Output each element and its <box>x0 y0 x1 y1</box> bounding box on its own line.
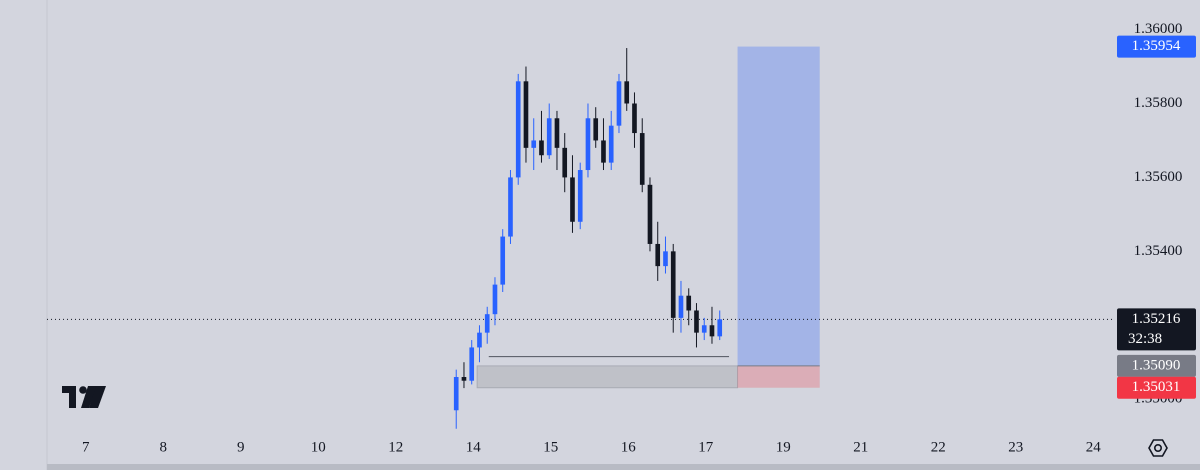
y-tick-label: 1.35800 <box>1134 95 1183 111</box>
candle-body <box>477 332 482 348</box>
candle-body <box>709 325 715 337</box>
candle-body <box>554 118 560 148</box>
candle-body <box>717 319 723 337</box>
candle-body <box>546 118 552 156</box>
countdown: 32:38 <box>1128 331 1162 347</box>
candle-body <box>663 251 668 267</box>
x-tick-label: 10 <box>311 439 326 455</box>
price-label: 1.35090 <box>1132 357 1181 373</box>
candle-body <box>585 118 591 171</box>
candle-body <box>539 140 544 156</box>
x-tick-label: 14 <box>466 439 482 455</box>
candle-body <box>515 81 521 178</box>
candle-body <box>593 118 599 141</box>
y-tick-label: 1.36000 <box>1134 21 1183 37</box>
candle-body <box>624 81 630 104</box>
price-label: 1.35216 <box>1132 311 1181 327</box>
bottom-strip <box>47 464 1200 470</box>
candle-body <box>616 81 622 126</box>
price-label: 1.35031 <box>1132 379 1181 395</box>
price-label-box <box>1117 35 1196 58</box>
candle-body <box>531 140 537 148</box>
candle-body <box>577 170 583 222</box>
x-tick-label: 15 <box>543 439 558 455</box>
x-tick-label: 21 <box>853 439 868 455</box>
candle-body <box>608 125 614 163</box>
x-tick-label: 22 <box>931 439 946 455</box>
x-tick-label: 9 <box>237 439 245 455</box>
price-label-box <box>1117 376 1196 399</box>
x-tick-label: 17 <box>698 439 714 455</box>
candle-body <box>694 310 699 333</box>
x-tick-label: 16 <box>621 439 637 455</box>
candle-body <box>670 251 676 318</box>
stop-zone <box>737 365 820 388</box>
candle-body <box>678 295 684 318</box>
candle-body <box>639 133 645 185</box>
candle-body <box>655 243 661 267</box>
price-label: 1.35954 <box>1132 38 1181 54</box>
candle-body <box>601 140 606 163</box>
x-tick-label: 19 <box>776 439 791 455</box>
candle-body <box>461 377 467 381</box>
candle-body <box>484 314 490 333</box>
plot-area: 1.360001.358001.356001.354001.3500078910… <box>47 21 1182 455</box>
x-tick-label: 12 <box>388 439 403 455</box>
candle-body <box>562 147 568 178</box>
tradingview-logo <box>62 386 106 408</box>
candle-body <box>500 236 506 285</box>
candle-body <box>523 81 529 148</box>
candle-body <box>701 325 707 333</box>
zone <box>476 365 739 389</box>
candle-body <box>570 177 575 222</box>
candle-body <box>469 347 475 381</box>
settings-button[interactable] <box>1148 439 1168 457</box>
x-tick-label: 7 <box>82 439 90 455</box>
candle-body <box>492 284 498 315</box>
x-tick-label: 23 <box>1008 439 1023 455</box>
price-label-box <box>1117 308 1196 351</box>
candle-body <box>508 177 513 237</box>
y-tick-label: 1.35400 <box>1134 243 1183 259</box>
target-zone <box>737 46 820 366</box>
x-tick-label: 24 <box>1086 439 1102 455</box>
candle-body <box>453 377 459 411</box>
x-tick-label: 8 <box>160 439 168 455</box>
candle-body <box>632 103 637 134</box>
candle-body <box>647 184 653 244</box>
y-tick-label: 1.35600 <box>1134 169 1183 185</box>
price-label-box <box>1117 354 1196 377</box>
candle-body <box>686 295 692 311</box>
